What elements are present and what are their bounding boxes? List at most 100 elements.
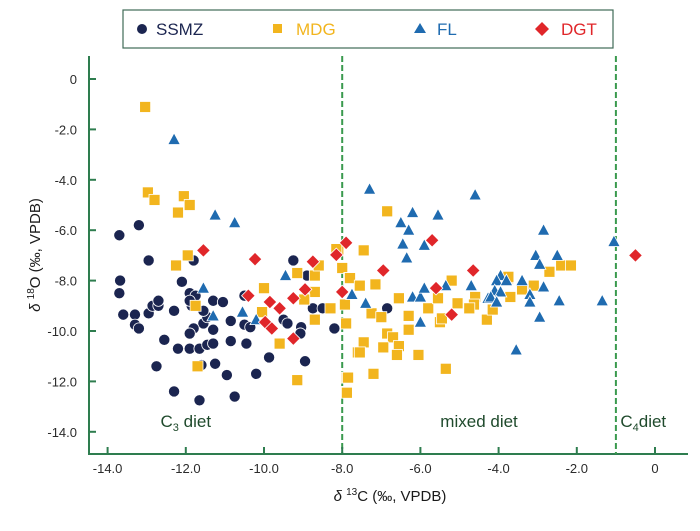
legend: SSMZ MDG FL DGT — [122, 9, 614, 49]
y-tick-label: -2.0 — [55, 122, 77, 137]
data-point-mdg — [432, 292, 444, 305]
x-tick-label: -2.0 — [566, 461, 588, 476]
data-point-ssmz — [168, 385, 181, 398]
legend-marker-circle — [137, 24, 147, 34]
data-point-mdg — [273, 337, 286, 350]
data-point-fl — [167, 132, 181, 145]
data-point-mdg — [375, 311, 388, 324]
data-point-mdg — [344, 272, 356, 284]
data-point-dgt — [262, 294, 278, 310]
data-point-fl — [532, 309, 547, 323]
data-point-mdg — [555, 259, 568, 272]
data-point-mdg — [308, 269, 321, 282]
data-point-mdg — [367, 367, 380, 380]
data-point-ssmz — [117, 308, 130, 321]
data-point-mdg — [439, 362, 452, 375]
data-point-ssmz — [216, 296, 229, 309]
region-label-suffix: diet — [639, 412, 667, 431]
x-tick-label: -10.0 — [249, 461, 279, 476]
data-point-fl — [196, 280, 211, 294]
data-point-ssmz — [207, 323, 220, 336]
data-point-fl — [550, 248, 565, 261]
data-point-fl — [413, 289, 428, 303]
region-label-main: mixed diet — [440, 412, 518, 431]
data-point-dgt — [272, 300, 288, 316]
data-point-ssmz — [328, 322, 341, 335]
data-point-fl — [417, 237, 432, 251]
data-point-dgt — [285, 331, 301, 346]
data-point-dgt — [628, 248, 643, 263]
data-point-mdg — [565, 259, 577, 272]
y-axis-title-sup: 18 — [26, 288, 37, 300]
axes — [88, 56, 688, 455]
x-axis-title-prefix: δ — [334, 488, 347, 505]
data-point-mdg — [391, 349, 403, 361]
data-point-mdg — [422, 302, 435, 315]
data-point-ssmz — [250, 367, 263, 380]
legend-item-ssmz: SSMZ — [137, 20, 203, 39]
data-point-dgt — [338, 235, 354, 251]
data-point-fl — [468, 187, 483, 201]
data-point-fl — [509, 342, 524, 356]
series-dgt — [196, 232, 643, 346]
data-point-ssmz — [168, 304, 181, 317]
legend-label: DGT — [561, 20, 597, 39]
data-point-mdg — [342, 371, 354, 384]
data-point-fl — [536, 222, 551, 236]
data-point-ssmz — [183, 327, 196, 340]
data-point-ssmz — [287, 254, 300, 267]
x-ticks: -14.0 -12.0 -10.0 -8.0 -6.0 -4.0 -2.0 0 — [93, 447, 659, 476]
data-point-ssmz — [193, 394, 206, 407]
data-point-fl — [523, 294, 537, 308]
data-point-mdg — [291, 374, 304, 387]
y-axis-title-prefix: δ — [27, 299, 44, 312]
region-label-suffix: diet — [179, 412, 211, 431]
data-point-ssmz — [152, 294, 165, 307]
data-point-mdg — [148, 194, 161, 206]
data-point-mdg — [480, 313, 493, 326]
data-point-dgt — [328, 247, 344, 263]
data-point-fl — [417, 280, 432, 294]
region-label-subscript: 4 — [633, 422, 639, 434]
data-point-ssmz — [114, 274, 127, 287]
data-point-ssmz — [142, 254, 155, 267]
legend-box — [122, 9, 614, 49]
data-point-mdg — [381, 205, 394, 218]
data-point-fl — [405, 205, 420, 218]
data-point-mdg — [402, 323, 415, 336]
x-axis-title-sup: 13 — [346, 487, 358, 498]
legend-marker-diamond — [535, 22, 549, 36]
region-label: C4diet — [620, 412, 666, 434]
data-point-ssmz — [209, 357, 222, 370]
data-point-mdg — [191, 360, 204, 373]
data-point-fl — [206, 308, 221, 322]
y-axis-title: δ 18O (‰, VPDB) — [26, 198, 44, 312]
data-point-fl — [431, 207, 445, 221]
series-fl — [167, 132, 621, 356]
data-point-mdg — [340, 317, 353, 330]
data-point-mdg — [451, 297, 464, 310]
region-label: C3 diet — [161, 412, 212, 434]
data-point-mdg — [357, 244, 370, 257]
data-point-ssmz — [224, 314, 237, 327]
region-labels: C3 diet mixed diet C4diet — [161, 412, 667, 434]
data-point-ssmz — [132, 219, 145, 232]
data-point-mdg — [141, 186, 154, 199]
data-point-fl — [515, 273, 529, 287]
data-point-fl — [483, 289, 498, 303]
data-point-ssmz — [281, 317, 294, 330]
data-point-dgt — [196, 242, 211, 258]
y-tick-label: -8.0 — [55, 274, 77, 289]
data-point-mdg — [181, 249, 194, 262]
y-axis-title-suffix: O (‰, VPDB) — [27, 198, 44, 288]
data-point-mdg — [172, 206, 184, 219]
data-point-ssmz — [228, 390, 241, 403]
data-point-ssmz — [128, 308, 141, 321]
y-tick-label: -10.0 — [47, 324, 77, 339]
data-point-mdg — [291, 267, 304, 279]
data-point-fl — [393, 215, 408, 229]
data-point-fl — [401, 222, 416, 236]
data-point-ssmz — [113, 229, 126, 242]
data-point-mdg — [402, 309, 415, 322]
